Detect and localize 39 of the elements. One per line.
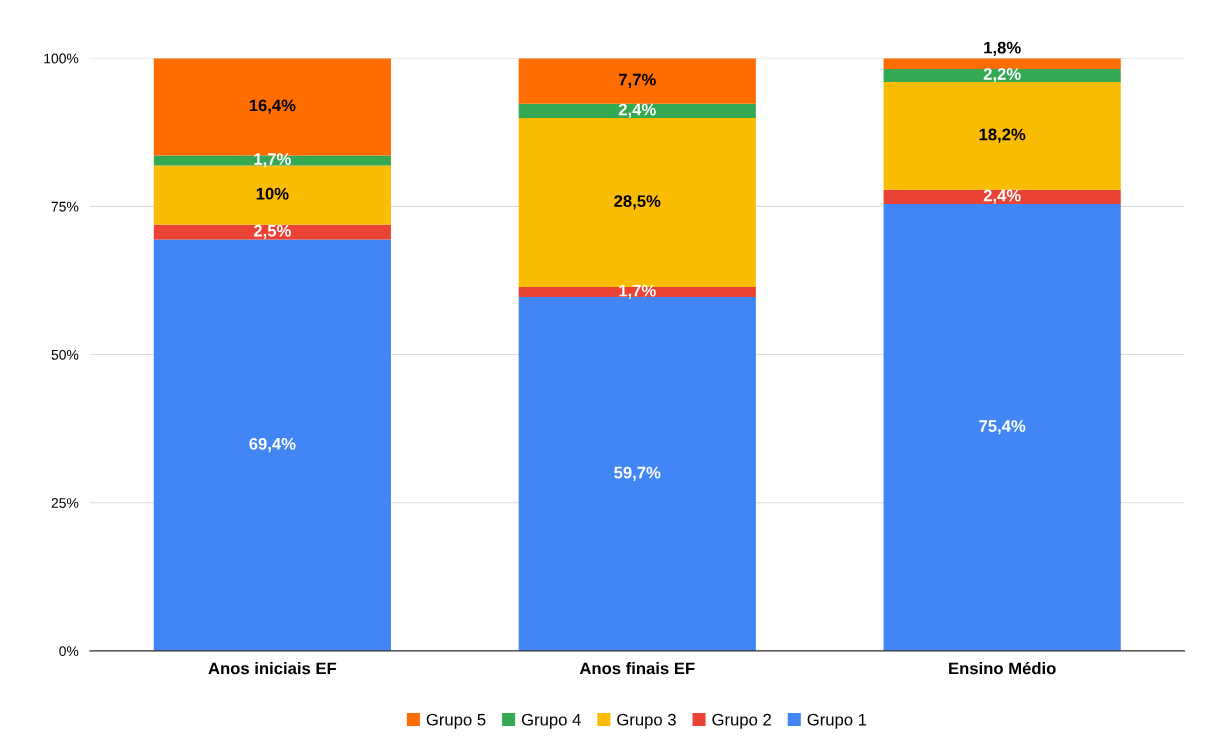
data-label: 2,4% [618,103,656,118]
data-label: 28,5% [614,195,661,210]
bar [518,297,756,651]
legend-label: Grupo 1 [807,713,867,729]
bar [153,224,391,240]
data-label: 1,7% [619,284,656,299]
bar [883,81,1121,190]
legend-label: Grupo 3 [617,713,676,729]
bar [518,58,756,104]
x-tick-label: Anos finais EF [579,662,695,675]
data-label: 18,2% [979,128,1026,143]
bar [153,155,391,166]
data-label: 1,8% [984,41,1021,56]
data-label: 7,7% [618,73,656,88]
data-label: 69,4% [249,437,296,453]
data-label: 2,5% [253,224,291,240]
y-tick-label: 25% [51,498,79,508]
data-label: 16,4% [249,99,296,114]
bar [883,68,1121,82]
y-tick-label: 50% [51,349,79,360]
data-label: 59,7% [614,466,661,481]
y-tick-label: 100% [44,53,79,64]
legend-label: Grupo 5 [426,713,486,729]
data-label: 2,2% [983,68,1021,83]
legend-label: Grupo 2 [712,713,771,729]
y-tick-label: 75% [51,201,79,212]
x-tick-label: Ensino Médio [949,661,1056,675]
bar [883,58,1121,69]
data-label: 2,4% [983,189,1021,204]
y-tick-label: 0% [59,646,79,657]
data-label: 1,7% [254,153,291,168]
bar [883,204,1121,651]
bar [518,103,756,119]
bar [153,239,391,651]
x-tick-label: Anos iniciais EF [208,662,337,675]
legend-label: Grupo 4 [521,713,581,729]
data-label: 75,4% [979,420,1026,435]
bar [883,189,1121,205]
data-label: 10% [256,187,289,200]
